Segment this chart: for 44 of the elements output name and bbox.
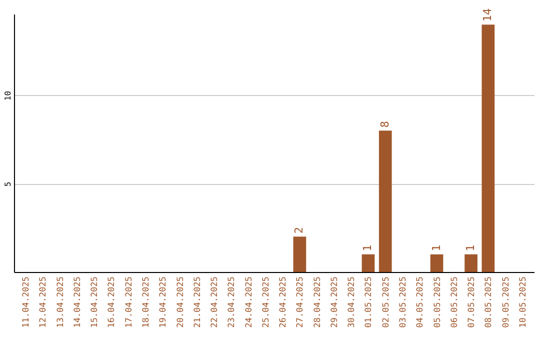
data-label: 1 [464,244,478,252]
x-tick-label: 28.04.2025 [312,276,323,328]
x-tick-label: 30.04.2025 [347,276,358,328]
x-tick-label: 24.04.2025 [244,276,254,328]
data-label: 1 [430,244,443,252]
x-tick-label: 03.05.2025 [398,276,408,328]
data-label: 8 [378,121,392,128]
data-label: 2 [292,227,306,234]
x-tick-label: 19.04.2025 [158,276,169,328]
y-tick-label: 5 [4,182,12,187]
x-tick-label: 21.04.2025 [192,276,203,328]
x-tick-label: 04.05.2025 [416,276,426,328]
x-tick-label: 17.04.2025 [124,276,134,328]
bar [464,254,478,272]
x-tick-label: 16.04.2025 [107,276,118,328]
x-tick-label: 12.04.2025 [38,276,49,328]
x-tick-label: 09.05.2025 [501,276,512,328]
data-label: 14 [481,8,494,22]
y-tick-label: 10 [4,90,12,101]
x-tick-label: 13.04.2025 [56,276,66,328]
x-tick-label: 23.04.2025 [227,276,238,328]
bar [293,236,306,272]
x-tick-label: 29.04.2025 [330,276,340,328]
x-tick-label: 20.04.2025 [176,276,186,328]
x-tick-label: 07.05.2025 [467,276,478,328]
x-tick-label: 11.04.2025 [22,276,32,328]
x-tick-label: 14.04.2025 [72,276,83,328]
x-tick-label: 02.05.2025 [381,276,392,328]
bar [430,254,444,272]
bar [482,24,495,272]
x-tick-label: 26.04.2025 [278,276,289,328]
x-tick-label: 10.05.2025 [518,276,528,328]
x-tick-label: 27.04.2025 [296,276,306,328]
x-tick-label: 05.05.2025 [432,276,443,328]
x-tick-label: 08.05.2025 [484,276,494,328]
x-tick-label: 22.04.2025 [210,276,220,328]
x-tick-label: 15.04.2025 [90,276,100,328]
data-label: 1 [361,244,374,252]
x-tick-label: 25.04.2025 [261,276,272,328]
x-tick-label: 01.05.2025 [364,276,374,328]
bar [378,130,392,272]
x-tick-label: 18.04.2025 [142,276,152,328]
x-tick-label: 06.05.2025 [450,276,460,328]
bar [362,254,375,272]
